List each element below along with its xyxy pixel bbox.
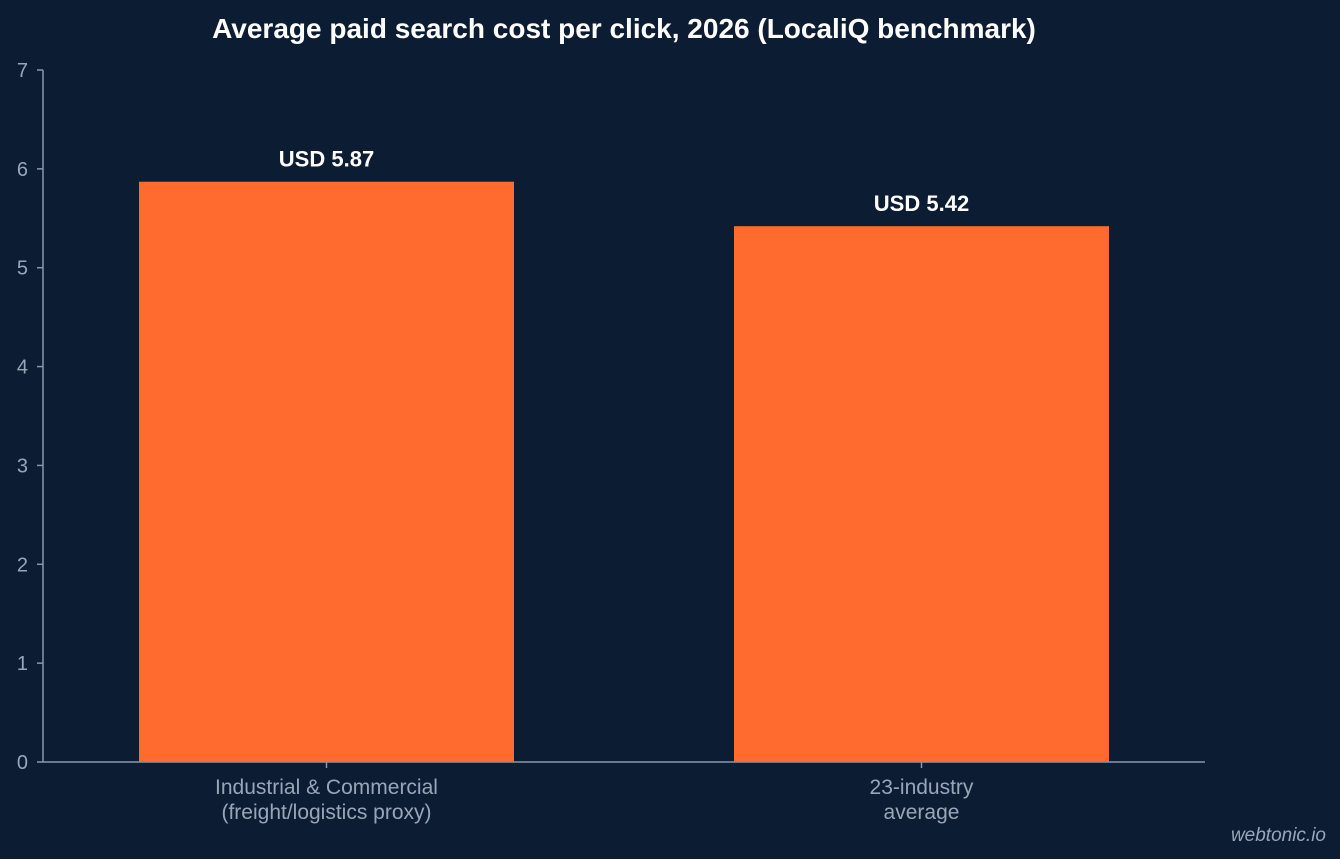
- y-tick-label: 6: [17, 159, 28, 181]
- y-tick-label: 5: [17, 258, 28, 280]
- x-tick-label: 23-industry: [870, 776, 974, 799]
- watermark-text: webtonic.io: [1231, 825, 1326, 846]
- x-tick-label: (freight/logistics proxy): [221, 801, 431, 824]
- y-tick-label: 7: [17, 60, 28, 82]
- bar: [734, 226, 1109, 763]
- y-tick-label: 2: [17, 554, 28, 576]
- chart-title: Average paid search cost per click, 2026…: [212, 13, 1036, 44]
- y-tick-label: 0: [17, 752, 28, 774]
- x-tick-label: Industrial & Commercial: [215, 776, 438, 799]
- data-labels: USD 5.87 USD 5.42: [279, 147, 969, 216]
- y-tick-label: 1: [17, 653, 28, 675]
- y-tick-label: 4: [17, 357, 28, 379]
- x-tick-label: average: [884, 801, 960, 824]
- y-tick-label: 3: [17, 455, 28, 477]
- data-label: USD 5.42: [874, 191, 969, 216]
- bar: [139, 181, 514, 763]
- data-label: USD 5.87: [279, 147, 374, 172]
- bars: [139, 181, 1109, 763]
